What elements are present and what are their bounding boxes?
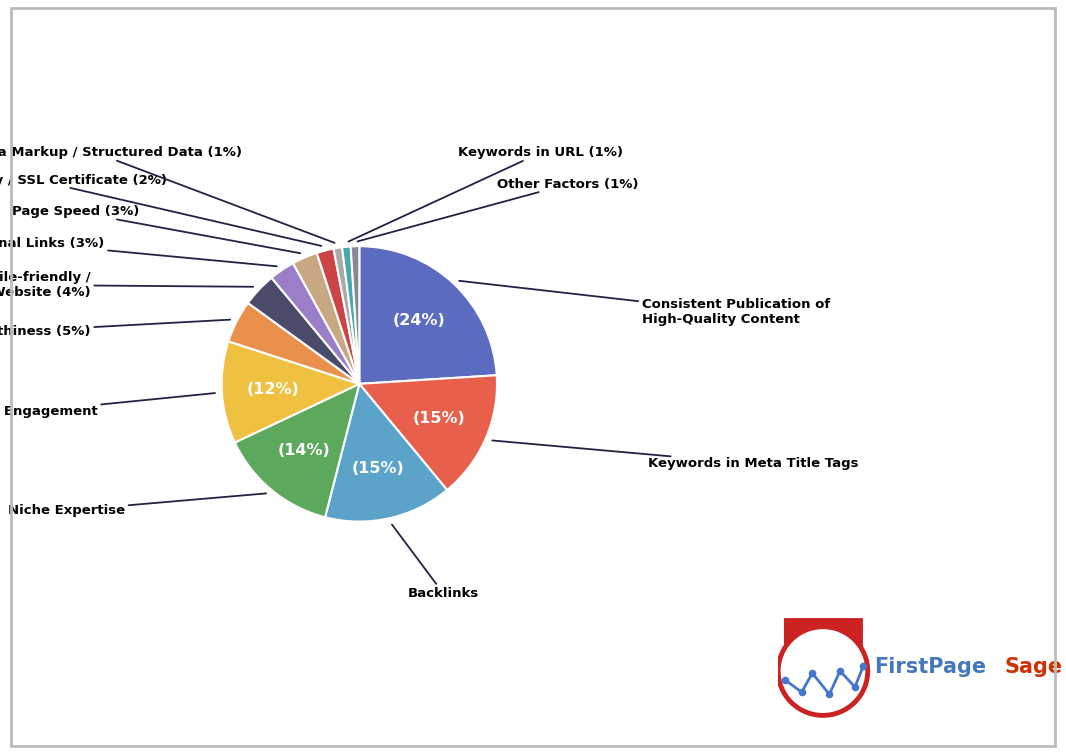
Text: (12%): (12%) <box>246 382 300 397</box>
Text: Site Security / SSL Certificate (2%): Site Security / SSL Certificate (2%) <box>0 173 321 246</box>
Text: Other Factors (1%): Other Factors (1%) <box>357 178 639 241</box>
Wedge shape <box>317 249 359 384</box>
Wedge shape <box>272 263 359 384</box>
Text: Trustworthiness (5%): Trustworthiness (5%) <box>0 320 230 338</box>
Wedge shape <box>248 277 359 384</box>
Point <box>831 665 849 677</box>
Wedge shape <box>235 384 359 517</box>
Wedge shape <box>293 253 359 384</box>
Wedge shape <box>222 342 359 443</box>
Wedge shape <box>325 384 447 522</box>
Text: (15%): (15%) <box>352 461 405 476</box>
Point <box>846 681 863 693</box>
Text: Page Speed (3%): Page Speed (3%) <box>12 205 301 253</box>
Text: (14%): (14%) <box>277 443 330 458</box>
Point <box>804 667 821 679</box>
Text: FirstPage: FirstPage <box>874 657 986 677</box>
Text: User Engagement: User Engagement <box>0 393 215 418</box>
Text: Backlinks: Backlinks <box>392 525 479 599</box>
Text: Mobile-friendly /
Mobile-First Website (4%): Mobile-friendly / Mobile-First Website (… <box>0 271 253 299</box>
Text: Niche Expertise: Niche Expertise <box>9 493 266 517</box>
Text: (24%): (24%) <box>392 313 446 328</box>
Text: Consistent Publication of
High-Quality Content: Consistent Publication of High-Quality C… <box>459 280 829 326</box>
Point <box>855 660 872 672</box>
Text: (15%): (15%) <box>413 411 466 426</box>
Wedge shape <box>351 247 359 384</box>
Wedge shape <box>228 303 359 384</box>
Point <box>821 688 838 700</box>
Point <box>776 673 793 685</box>
Wedge shape <box>342 247 359 384</box>
Text: Keywords in URL (1%): Keywords in URL (1%) <box>349 146 624 241</box>
Point <box>793 686 810 698</box>
Text: Schema Markup / Structured Data (1%): Schema Markup / Structured Data (1%) <box>0 146 335 243</box>
Text: Sage: Sage <box>1004 657 1063 677</box>
Text: Internal Links (3%): Internal Links (3%) <box>0 237 277 266</box>
Wedge shape <box>359 247 497 384</box>
Wedge shape <box>334 247 359 384</box>
Wedge shape <box>359 375 497 490</box>
Text: Keywords in Meta Title Tags: Keywords in Meta Title Tags <box>492 440 859 470</box>
